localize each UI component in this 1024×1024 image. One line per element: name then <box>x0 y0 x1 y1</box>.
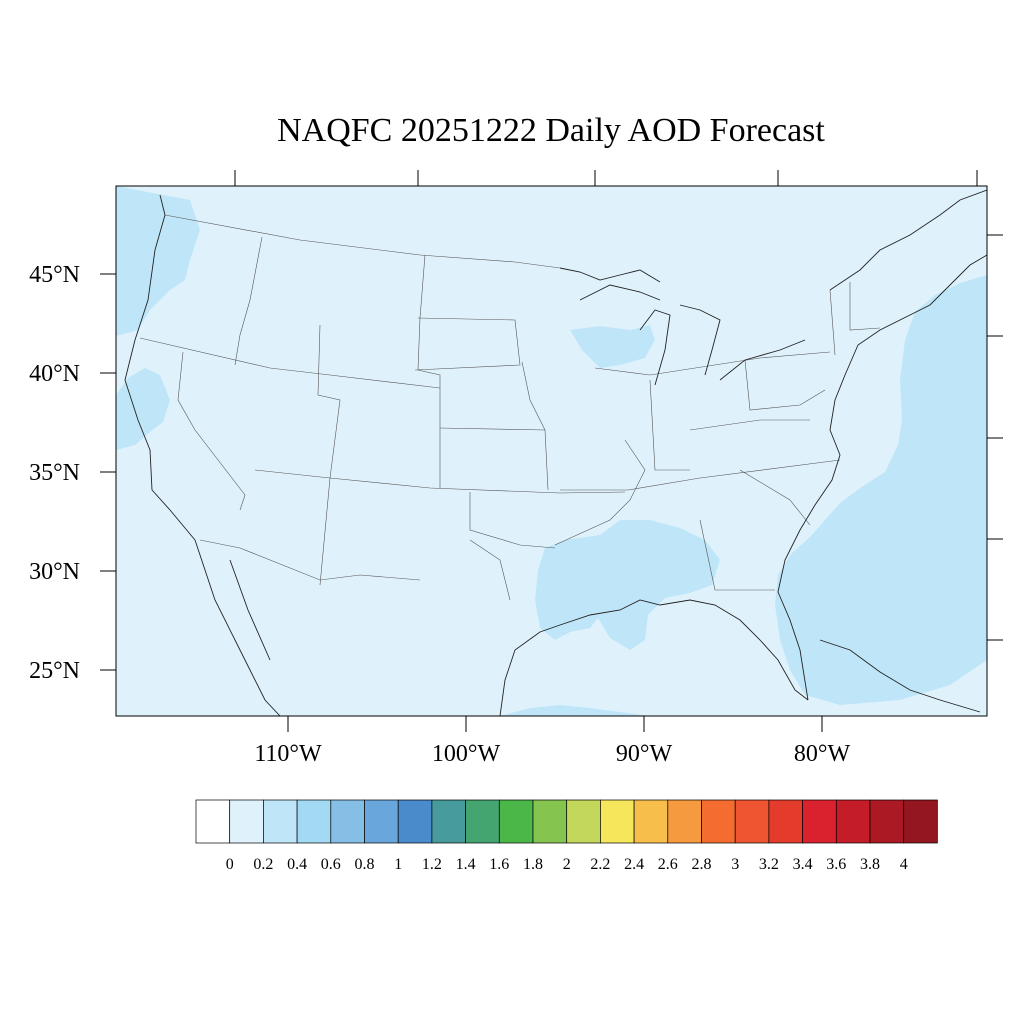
aod-region-gulf-strip <box>500 705 650 716</box>
colorbar-label: 1.8 <box>523 856 543 873</box>
colorbar-label: 0 <box>226 856 234 873</box>
colorbar-swatch <box>263 799 298 844</box>
colorbar-label: 2.6 <box>658 856 678 873</box>
lon-label-80w: 80°W <box>794 741 851 767</box>
longitude-labels: 110°W 100°W 90°W 80°W <box>254 741 850 767</box>
colorbar-swatch <box>397 799 433 844</box>
colorbar-swatch <box>498 799 534 844</box>
colorbar-label: 3.6 <box>826 856 846 873</box>
colorbar-label: 3 <box>731 856 739 873</box>
aod-region-midwest <box>570 325 655 368</box>
colorbar-swatch <box>229 799 264 844</box>
lat-label-30: 30°N <box>29 559 80 585</box>
aod-region-atlantic <box>775 275 987 705</box>
map-title: NAQFC 20251222 Daily AOD Forecast <box>277 112 825 149</box>
colorbar-label: 0.4 <box>287 856 307 873</box>
colorbar-label: 1.4 <box>456 856 476 873</box>
colorbar-swatch <box>667 799 702 844</box>
latitude-labels: 45°N 40°N 35°N 30°N 25°N <box>29 262 80 684</box>
lon-label-90w: 90°W <box>616 741 673 767</box>
lat-label-45: 45°N <box>29 262 80 288</box>
colorbar-label: 3.4 <box>793 856 813 873</box>
colorbar-swatch <box>768 799 803 844</box>
colorbar-label: 0.2 <box>253 856 273 873</box>
colorbar-swatch <box>903 799 938 844</box>
lon-label-100w: 100°W <box>432 741 501 767</box>
lon-label-110w: 110°W <box>254 741 322 767</box>
colorbar-swatch <box>734 799 770 844</box>
colorbar-swatch <box>701 799 736 844</box>
colorbar-label: 0.8 <box>355 856 375 873</box>
state-boundaries <box>139 214 881 601</box>
colorbar-labels: 0 0.2 0.4 0.6 0.8 1 1.2 1.4 1.6 1.8 2 2.2 2.4 2.6 2.8 3… <box>226 856 908 873</box>
colorbar-swatch <box>600 799 635 844</box>
colorbar-label: 3.8 <box>860 856 880 873</box>
colorbar-label: 1 <box>394 856 402 873</box>
colorbar-label: 0.6 <box>321 856 341 873</box>
map-panel: 45°N 40°N 35°N 30°N 25°N 110°W 100°W 90°… <box>29 170 1003 767</box>
colorbar-label: 4 <box>900 856 908 873</box>
colorbar-swatches <box>195 799 938 844</box>
colorbar: 0 0.2 0.4 0.6 0.8 1 1.2 1.4 1.6 1.8 2 2.2 2.4 2.6 2.8 3… <box>195 799 938 873</box>
colorbar-label: 2.8 <box>692 856 712 873</box>
lat-label-25: 25°N <box>29 658 80 684</box>
colorbar-swatch <box>195 799 231 844</box>
lat-label-40: 40°N <box>29 361 80 387</box>
lat-label-35: 35°N <box>29 460 80 486</box>
colorbar-label: 2 <box>563 856 571 873</box>
colorbar-swatch <box>633 799 669 844</box>
colorbar-swatch <box>566 799 601 844</box>
colorbar-label: 3.2 <box>759 856 779 873</box>
colorbar-swatch <box>835 799 871 844</box>
colorbar-swatch <box>431 799 466 844</box>
colorbar-label: 1.6 <box>489 856 509 873</box>
colorbar-label: 1.2 <box>422 856 442 873</box>
colorbar-swatch <box>296 799 332 844</box>
map-ticks <box>100 170 1003 732</box>
coastlines <box>124 189 987 716</box>
colorbar-swatch <box>465 799 500 844</box>
colorbar-label: 2.2 <box>590 856 610 873</box>
colorbar-swatch <box>869 799 905 844</box>
colorbar-swatch <box>802 799 837 844</box>
colorbar-swatch <box>330 799 365 844</box>
colorbar-label: 2.4 <box>624 856 644 873</box>
aod-region-california <box>116 368 170 450</box>
map-frame <box>115 185 988 717</box>
aod-region-pacific-nw <box>116 186 200 336</box>
colorbar-swatch <box>364 799 399 844</box>
colorbar-swatch <box>532 799 568 844</box>
